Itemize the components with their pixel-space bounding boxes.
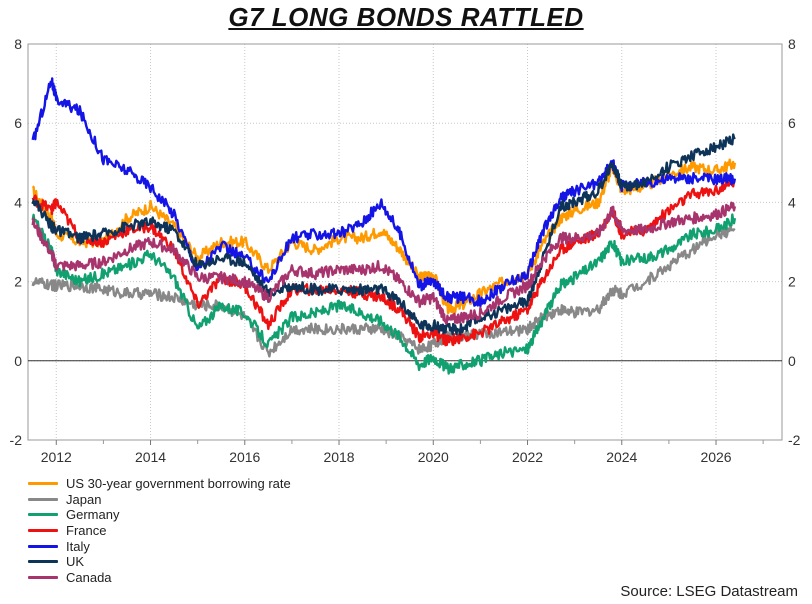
legend-label: US 30-year government borrowing rate [66, 476, 291, 492]
legend-swatch [28, 544, 58, 548]
y-tick-label-left: 6 [14, 115, 22, 131]
legend-label: Canada [66, 569, 112, 585]
legend-item: UK [28, 554, 291, 570]
legend-label: UK [66, 554, 85, 570]
x-tick-label: 2022 [512, 449, 543, 465]
legend-item: France [28, 523, 291, 539]
legend-swatch [28, 529, 58, 533]
y-tick-label-left: 8 [14, 36, 22, 52]
legend-item: Japan [28, 492, 291, 508]
legend-swatch [28, 575, 58, 579]
legend-label: France [66, 523, 107, 539]
series-line-germany [31, 213, 737, 375]
x-tick-label: 2012 [41, 449, 72, 465]
chart-title: G7 LONG BONDS RATTLED [228, 2, 584, 32]
x-tick-label: 2024 [606, 449, 637, 465]
tick-labels: 8 6 4 2 0 -2 8 6 4 2 0 -2 2012 2014 2016 2018 2020 2022 20… [10, 36, 801, 465]
y-tick-label-right: 4 [788, 194, 796, 210]
x-tick-label: 2016 [229, 449, 260, 465]
y-tick-label-right: 2 [788, 274, 796, 290]
x-tick-label: 2018 [323, 449, 354, 465]
x-tick-label: 2014 [135, 449, 166, 465]
y-tick-label-left: -2 [10, 432, 23, 448]
y-tick-label-left: 0 [14, 353, 22, 369]
axes [27, 43, 783, 445]
legend: US 30-year government borrowing rate Japa… [28, 476, 291, 585]
legend-swatch [28, 497, 58, 501]
legend-label: Italy [66, 538, 90, 554]
series-line-uk [31, 133, 736, 336]
legend-item: Italy [28, 538, 291, 554]
x-tick-label: 2020 [418, 449, 449, 465]
x-tick-label: 2026 [700, 449, 731, 465]
legend-label: Japan [66, 491, 102, 507]
legend-item: Germany [28, 507, 291, 523]
series-lines [31, 77, 737, 375]
source-note: Source: LSEG Datastream [620, 583, 798, 600]
y-tick-label-right: 0 [788, 353, 796, 369]
legend-swatch [28, 513, 58, 517]
legend-item: US 30-year government borrowing rate [28, 476, 291, 492]
y-tick-label-right: 8 [788, 36, 796, 52]
legend-label: Germany [66, 507, 120, 523]
plot-border [27, 43, 783, 441]
y-tick-label-right: 6 [788, 115, 796, 131]
legend-item: Canada [28, 570, 291, 586]
y-tick-label-left: 2 [14, 274, 22, 290]
y-tick-label-right: -2 [788, 432, 801, 448]
legend-swatch [28, 482, 58, 486]
series-line-canada [31, 201, 737, 325]
legend-swatch [28, 560, 58, 564]
y-tick-label-left: 4 [14, 194, 22, 210]
series-line-japan [31, 225, 736, 358]
